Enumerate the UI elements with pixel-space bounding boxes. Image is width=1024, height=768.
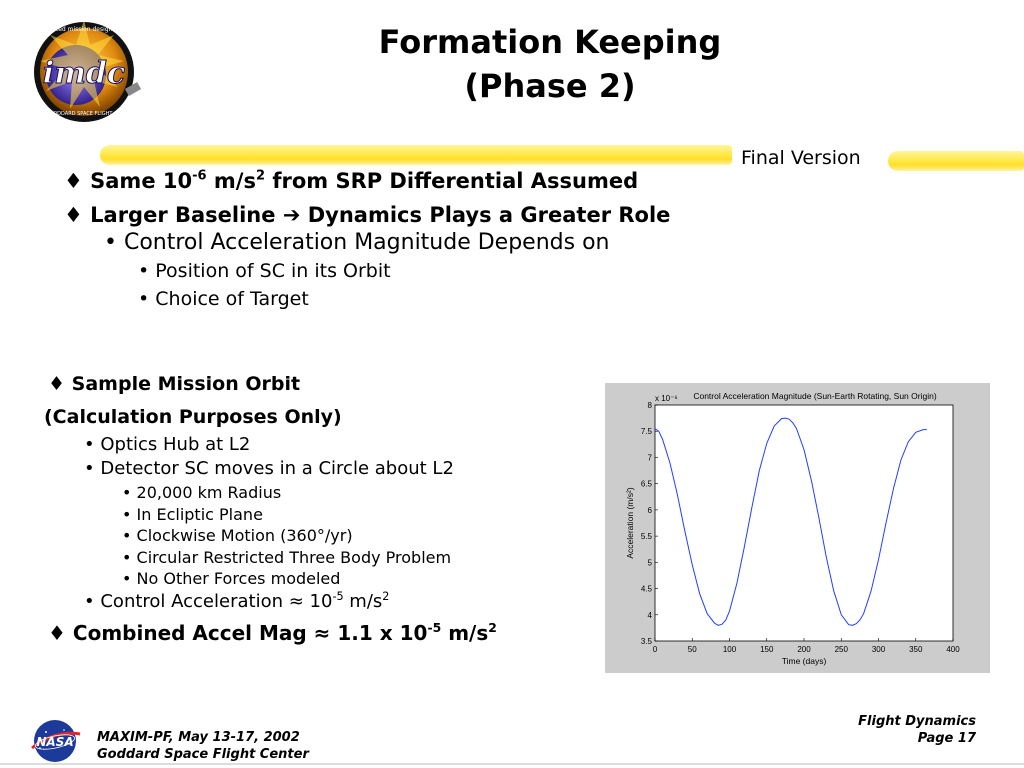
diamond-bullet-icon: ♦	[48, 373, 65, 395]
highlight-stripe-left	[100, 145, 732, 165]
footer-event: MAXIM-PF, May 13-17, 2002	[97, 730, 300, 745]
y-tick-label: 4.5	[641, 585, 653, 594]
orbit-sub-item: • Circular Restricted Three Body Problem	[122, 548, 451, 567]
y-tick-label: 5	[648, 558, 653, 567]
sub-sub-bullet: • Position of SC in its Orbit	[138, 260, 391, 282]
dot-bullet-icon: •	[138, 288, 149, 310]
orbit-item: • Detector SC moves in a Circle about L2	[84, 458, 454, 479]
highlight-stripe-right	[888, 151, 1024, 171]
diamond-bullet-icon: ♦	[48, 621, 66, 645]
dot-bullet-icon: •	[104, 230, 117, 255]
footer-rule	[0, 763, 1024, 765]
title-line-2: (Phase 2)	[330, 64, 770, 108]
acceleration-chart: Control Acceleration Magnitude (Sun-Eart…	[605, 383, 990, 673]
y-axis-label: Acceleration (m/s²)	[625, 487, 635, 558]
svg-text:imdc: imdc	[43, 56, 125, 91]
nasa-logo: NASA	[26, 718, 84, 764]
dot-bullet-icon: •	[84, 591, 95, 612]
arrow-right-icon: ➔	[283, 203, 301, 227]
y-tick-label: 6.5	[641, 480, 653, 489]
y-tick-label: 5.5	[641, 532, 653, 541]
dot-bullet-icon: •	[138, 260, 149, 282]
x-tick-label: 150	[760, 645, 774, 654]
dot-bullet-icon: •	[122, 483, 131, 502]
imdc-logo: imdc NASA GODDARD SPACE FLIGHT CENTER in…	[14, 15, 160, 125]
orbit-sub-item: • 20,000 km Radius	[122, 483, 281, 502]
x-tick-label: 0	[653, 645, 658, 654]
chart-svg: Control Acceleration Magnitude (Sun-Eart…	[605, 383, 990, 673]
dot-bullet-icon: •	[84, 458, 95, 479]
orbit-sub-item: • In Ecliptic Plane	[122, 505, 263, 524]
plot-area	[655, 405, 953, 641]
dot-bullet-icon: •	[122, 569, 131, 588]
dot-bullet-icon: •	[122, 526, 131, 545]
bullet-sample-orbit: ♦ Sample Mission Orbit	[48, 373, 300, 395]
y-multiplier: x 10⁻⁶	[655, 394, 678, 403]
bullet-baseline: ♦ Larger Baseline ➔ Dynamics Plays a Gre…	[64, 203, 670, 227]
orbit-sub-item: • Clockwise Motion (360°/yr)	[122, 526, 353, 545]
svg-text:NASA: NASA	[36, 735, 73, 749]
svg-text:integrated mission design cent: integrated mission design center	[34, 26, 134, 33]
x-tick-label: 50	[688, 645, 697, 654]
y-tick-label: 7	[648, 453, 653, 462]
footer-section: Flight Dynamics	[858, 714, 976, 729]
bullet-combined-accel: ♦ Combined Accel Mag ≈ 1.1 x 10-5 m/s2	[48, 621, 497, 645]
y-tick-label: 7.5	[641, 427, 653, 436]
x-tick-label: 250	[835, 645, 849, 654]
footer-page-number: Page 17	[918, 731, 976, 746]
title-line-1: Formation Keeping	[330, 20, 770, 64]
y-tick-label: 6	[648, 506, 653, 515]
orbit-item: • Optics Hub at L2	[84, 434, 250, 455]
x-tick-label: 400	[946, 645, 960, 654]
x-axis-label: Time (days)	[782, 656, 827, 666]
bullet-sample-orbit-note: (Calculation Purposes Only)	[44, 406, 342, 428]
dot-bullet-icon: •	[122, 505, 131, 524]
bullet-srp: ♦ Same 10-6 m/s2 from SRP Differential A…	[64, 169, 638, 193]
dot-bullet-icon: •	[84, 434, 95, 455]
footer-org: Goddard Space Flight Center	[97, 747, 309, 762]
status-label: Final Version	[741, 147, 861, 169]
y-tick-label: 8	[648, 401, 653, 410]
x-tick-label: 200	[797, 645, 811, 654]
x-tick-label: 300	[872, 645, 886, 654]
svg-text:NASA GODDARD SPACE FLIGHT CENT: NASA GODDARD SPACE FLIGHT CENTER	[34, 111, 135, 117]
sub-bullet-control-depends: • Control Acceleration Magnitude Depends…	[104, 230, 610, 255]
sub-sub-bullet: • Choice of Target	[138, 288, 309, 310]
x-tick-label: 100	[723, 645, 737, 654]
diamond-bullet-icon: ♦	[64, 203, 83, 227]
dot-bullet-icon: •	[122, 548, 131, 567]
orbit-sub-item: • No Other Forces modeled	[122, 569, 340, 588]
y-tick-label: 4	[648, 611, 653, 620]
slide-title: Formation Keeping (Phase 2)	[330, 20, 770, 108]
diamond-bullet-icon: ♦	[64, 169, 83, 193]
control-accel-item: • Control Acceleration ≈ 10-5 m/s2	[84, 591, 389, 612]
chart-title: Control Acceleration Magnitude (Sun-Eart…	[693, 391, 936, 401]
y-tick-label: 3.5	[641, 637, 653, 646]
x-tick-label: 350	[909, 645, 923, 654]
